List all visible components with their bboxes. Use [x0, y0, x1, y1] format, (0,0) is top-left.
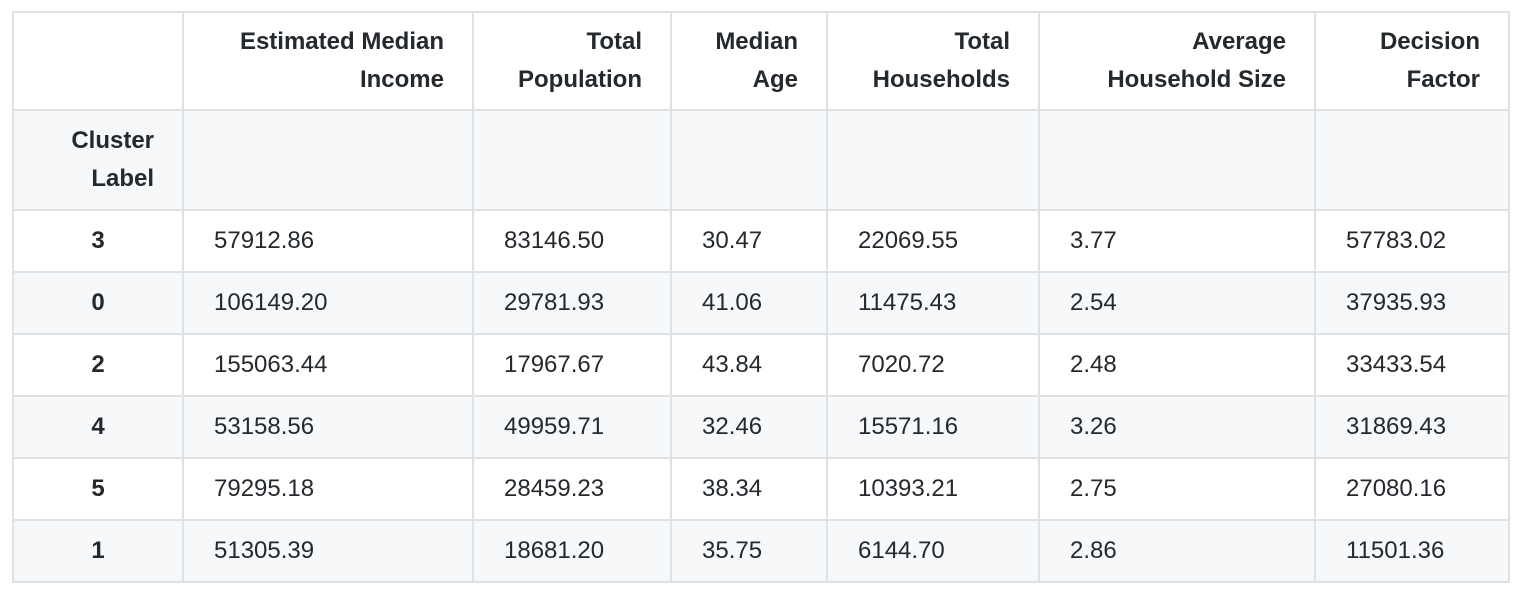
cell-total-households: 10393.21: [826, 457, 1040, 521]
column-header-total-households: Total Households: [826, 11, 1040, 111]
cell-median-age: 32.46: [670, 395, 828, 459]
cell-estimated-median-income: 79295.18: [182, 457, 474, 521]
table-row: 4 53158.56 49959.71 32.46 15571.16 3.26 …: [12, 395, 1510, 459]
cell-decision-factor: 27080.16: [1314, 457, 1510, 521]
cell-decision-factor: 11501.36: [1314, 519, 1510, 583]
cell-decision-factor: 33433.54: [1314, 333, 1510, 397]
cell-estimated-median-income: 106149.20: [182, 271, 474, 335]
row-label: 3: [12, 209, 184, 273]
column-header-estimated-median-income: Estimated Median Income: [182, 11, 474, 111]
cell-total-population: 18681.20: [472, 519, 672, 583]
cell-total-population: 83146.50: [472, 209, 672, 273]
data-table-container: Estimated Median Income Total Population M…: [12, 11, 1510, 583]
cell-median-age: 41.06: [670, 271, 828, 335]
corner-cell: [12, 11, 184, 111]
cell-total-population: 29781.93: [472, 271, 672, 335]
cell-decision-factor: 31869.43: [1314, 395, 1510, 459]
row-label: 4: [12, 395, 184, 459]
cell-median-age: 30.47: [670, 209, 828, 273]
table-row: 1 51305.39 18681.20 35.75 6144.70 2.86 1…: [12, 519, 1510, 583]
empty-header-cell: [826, 109, 1040, 211]
table-row: 3 57912.86 83146.50 30.47 22069.55 3.77 …: [12, 209, 1510, 273]
cell-average-household-size: 3.77: [1038, 209, 1316, 273]
cell-average-household-size: 2.86: [1038, 519, 1316, 583]
cell-median-age: 38.34: [670, 457, 828, 521]
column-header-median-age: Median Age: [670, 11, 828, 111]
table-row: 2 155063.44 17967.67 43.84 7020.72 2.48 …: [12, 333, 1510, 397]
cell-total-households: 15571.16: [826, 395, 1040, 459]
row-label: 0: [12, 271, 184, 335]
cell-total-households: 11475.43: [826, 271, 1040, 335]
cell-total-population: 28459.23: [472, 457, 672, 521]
column-header-average-household-size: Average Household Size: [1038, 11, 1316, 111]
row-label: 5: [12, 457, 184, 521]
empty-header-cell: [1314, 109, 1510, 211]
row-label: 1: [12, 519, 184, 583]
cell-estimated-median-income: 51305.39: [182, 519, 474, 583]
cell-decision-factor: 57783.02: [1314, 209, 1510, 273]
row-label: 2: [12, 333, 184, 397]
empty-header-cell: [670, 109, 828, 211]
cell-median-age: 35.75: [670, 519, 828, 583]
cell-average-household-size: 2.54: [1038, 271, 1316, 335]
empty-header-cell: [472, 109, 672, 211]
table-row: 5 79295.18 28459.23 38.34 10393.21 2.75 …: [12, 457, 1510, 521]
cell-total-households: 6144.70: [826, 519, 1040, 583]
table-row: 0 106149.20 29781.93 41.06 11475.43 2.54…: [12, 271, 1510, 335]
cell-median-age: 43.84: [670, 333, 828, 397]
column-header-decision-factor: Decision Factor: [1314, 11, 1510, 111]
column-header-total-population: Total Population: [472, 11, 672, 111]
column-header-row: Estimated Median Income Total Population M…: [12, 11, 1510, 111]
cell-average-household-size: 2.75: [1038, 457, 1316, 521]
index-name-cell: Cluster Label: [12, 109, 184, 211]
empty-header-cell: [1038, 109, 1316, 211]
cluster-summary-table: Estimated Median Income Total Population M…: [12, 11, 1510, 583]
cell-decision-factor: 37935.93: [1314, 271, 1510, 335]
empty-header-cell: [182, 109, 474, 211]
cell-total-households: 22069.55: [826, 209, 1040, 273]
cell-total-population: 17967.67: [472, 333, 672, 397]
index-name-row: Cluster Label: [12, 109, 1510, 211]
cell-estimated-median-income: 57912.86: [182, 209, 474, 273]
cell-estimated-median-income: 155063.44: [182, 333, 474, 397]
cell-average-household-size: 2.48: [1038, 333, 1316, 397]
cell-average-household-size: 3.26: [1038, 395, 1316, 459]
cell-total-population: 49959.71: [472, 395, 672, 459]
cell-estimated-median-income: 53158.56: [182, 395, 474, 459]
cell-total-households: 7020.72: [826, 333, 1040, 397]
